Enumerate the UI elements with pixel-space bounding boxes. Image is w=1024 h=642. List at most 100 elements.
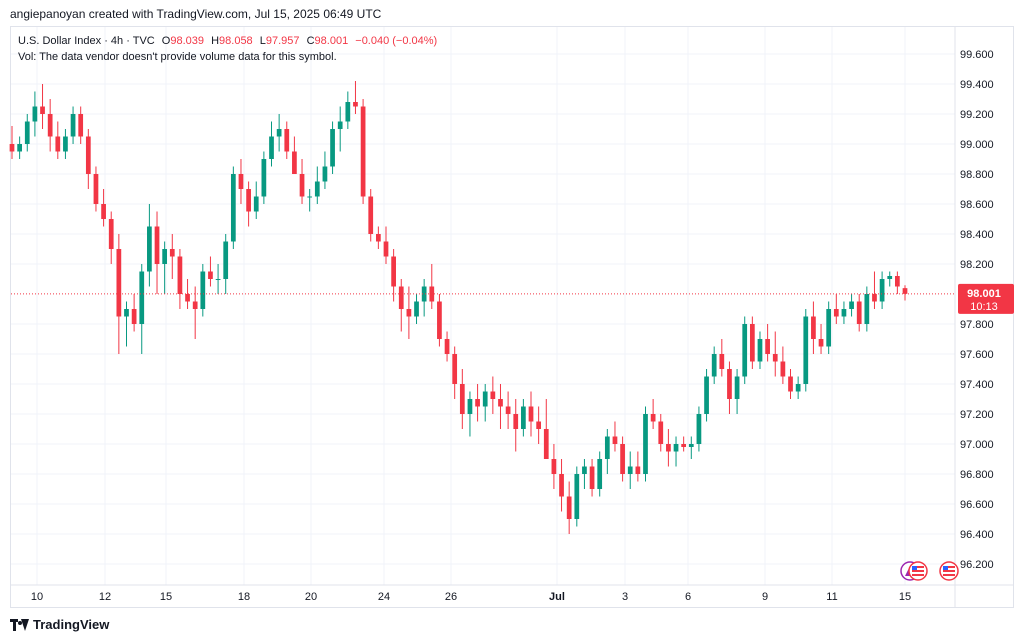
time-tick-label: 15: [899, 591, 911, 603]
candle-body: [879, 279, 885, 302]
candle-body: [230, 174, 236, 242]
price-tick-label: 96.400: [960, 529, 994, 541]
candle-body: [47, 114, 53, 137]
price-tick-label: 99.000: [960, 139, 994, 151]
time-tick-label: 6: [685, 591, 691, 603]
candle-body: [269, 136, 274, 159]
candle-body: [635, 466, 641, 474]
candle-body: [101, 204, 106, 219]
price-tick-label: 96.200: [960, 559, 994, 571]
candle-body: [444, 339, 450, 354]
time-axis[interactable]: 10 12 15 18 20 24 26 Jul 3 6 9 11 15: [31, 591, 911, 603]
candle-body: [63, 136, 68, 152]
candle-body: [811, 316, 816, 339]
event-icons[interactable]: [900, 561, 959, 581]
candle-body: [307, 196, 313, 198]
candle-body: [833, 309, 839, 317]
candle-body: [734, 376, 740, 399]
candle-body: [536, 421, 542, 429]
candle-body: [360, 106, 366, 197]
price-tick-label: 97.000: [960, 439, 994, 451]
candle-body: [391, 256, 396, 287]
price-tag[interactable]: 98.001 10:13: [958, 283, 1014, 314]
symbol-legend[interactable]: U.S. Dollar Index · 4h · TVC O98.039 H98…: [18, 35, 437, 63]
candle-body: [208, 271, 213, 279]
candle-body: [803, 316, 809, 384]
candle-body: [9, 144, 15, 152]
candle-body: [253, 196, 259, 212]
time-tick-label: 10: [31, 591, 43, 603]
time-tick-label: 11: [826, 591, 837, 603]
price-tag-value: 98.001: [967, 288, 1001, 300]
candle-body: [505, 406, 511, 414]
price-tick-label: 97.600: [960, 349, 994, 361]
time-tick-label: 3: [622, 591, 628, 603]
candle-body: [490, 391, 496, 399]
price-tick-label: 96.600: [960, 499, 994, 511]
time-tick-label: Jul: [549, 591, 565, 603]
candle-body: [872, 294, 877, 302]
candle-body: [719, 354, 725, 369]
footer-brand[interactable]: TradingView: [10, 617, 109, 632]
price-tick-label: 98.800: [960, 169, 994, 181]
candle-body: [116, 249, 122, 317]
time-tick-label: 26: [445, 591, 457, 603]
candle-body: [688, 444, 694, 447]
candle-body: [78, 114, 84, 137]
candle-body: [314, 181, 320, 197]
candle-body: [795, 384, 801, 392]
volume-note: Vol: The data vendor doesn't provide vol…: [18, 51, 337, 63]
candle-body: [467, 399, 473, 414]
legend-symbol: U.S. Dollar Index · 4h · TVC: [18, 35, 155, 47]
candle-body: [368, 196, 374, 234]
candle-body: [849, 301, 854, 309]
candle-body: [513, 414, 519, 429]
candle-body: [887, 276, 893, 279]
candle-body: [154, 226, 160, 264]
chart-frame[interactable]: [10, 26, 1014, 608]
candle-body: [177, 256, 183, 294]
candle-body: [772, 354, 778, 362]
candle-body: [147, 226, 152, 272]
candle-body: [108, 219, 114, 249]
candle-body: [55, 136, 61, 152]
candle-body: [139, 271, 145, 324]
candle-body: [185, 294, 190, 302]
candle-body: [261, 159, 267, 197]
time-tick-label: 20: [305, 591, 317, 603]
candle-body: [70, 114, 76, 137]
legend-open: 98.039: [170, 35, 204, 47]
candle-body: [704, 376, 709, 414]
candle-body: [398, 286, 404, 309]
candle-body: [406, 309, 412, 317]
candle-body: [818, 339, 824, 347]
legend-open-label: O: [162, 35, 171, 47]
candle-body: [330, 129, 335, 167]
candle-body: [597, 459, 603, 489]
candle-body: [32, 106, 38, 122]
candle-body: [292, 151, 297, 174]
candle-body: [498, 399, 503, 407]
candle-body: [437, 301, 442, 339]
candle-body: [895, 276, 900, 287]
candle-body: [452, 354, 458, 384]
price-axis[interactable]: 99.600 99.400 99.200 99.000 98.800 98.600 98.4…: [960, 49, 994, 571]
legend-high-label: H: [211, 35, 219, 47]
price-tick-label: 97.400: [960, 379, 994, 391]
candle-body: [696, 414, 702, 444]
us-flag-icon[interactable]: [908, 561, 928, 581]
us-flag-icon[interactable]: [939, 561, 959, 581]
candle-body: [482, 391, 488, 407]
candle-body: [521, 406, 526, 429]
time-tick-label: 15: [160, 591, 172, 603]
candle-body: [276, 129, 282, 137]
legend-high: 98.058: [219, 35, 253, 47]
candle-body: [765, 339, 770, 354]
candle-body: [238, 174, 244, 189]
candle-body: [841, 309, 847, 317]
candle-body: [421, 286, 427, 302]
candle-body: [543, 429, 549, 459]
price-tick-label: 98.200: [960, 259, 994, 271]
candle-body: [612, 436, 618, 444]
